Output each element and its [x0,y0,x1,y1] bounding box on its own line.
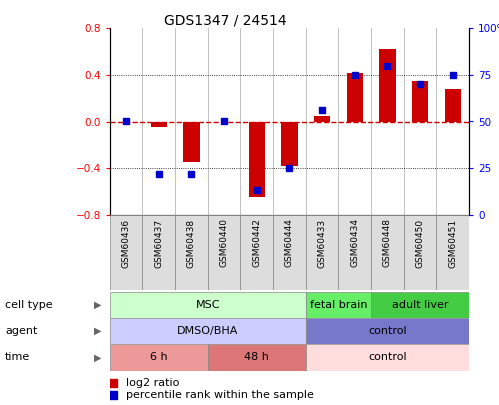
Bar [314,116,330,121]
Bar [412,81,428,122]
Text: GSM60437: GSM60437 [154,218,163,268]
Bar [437,215,469,290]
Text: control: control [368,326,407,336]
Text: control: control [368,352,407,362]
Text: GDS1347 / 24514: GDS1347 / 24514 [164,13,286,27]
Text: GSM60440: GSM60440 [220,218,229,267]
Text: ▶: ▶ [93,300,101,310]
Text: cell type: cell type [5,300,52,310]
Bar [445,89,461,121]
Text: GSM60436: GSM60436 [122,218,131,268]
Bar [208,215,241,290]
Text: ▶: ▶ [93,326,101,336]
Bar [306,292,371,318]
Text: GSM60450: GSM60450 [416,218,425,268]
Bar [183,122,200,162]
Bar [208,344,306,371]
Bar [404,215,437,290]
Text: GSM60448: GSM60448 [383,218,392,267]
Bar [306,215,338,290]
Bar [175,215,208,290]
Bar [306,344,469,371]
Text: time: time [5,352,30,362]
Bar [142,215,175,290]
Bar [371,215,404,290]
Bar [110,318,306,344]
Bar [379,49,396,122]
Bar [281,122,297,166]
Bar [338,215,371,290]
Bar [371,292,469,318]
Text: fetal brain: fetal brain [310,300,367,310]
Bar [110,215,142,290]
Text: GSM60434: GSM60434 [350,218,359,267]
Bar [110,344,208,371]
Text: GSM60442: GSM60442 [252,218,261,267]
Text: log2 ratio: log2 ratio [126,377,179,388]
Text: adult liver: adult liver [392,300,448,310]
Bar [151,122,167,127]
Text: agent: agent [5,326,37,336]
Bar [347,72,363,121]
Text: GSM60451: GSM60451 [448,218,457,268]
Text: GSM60433: GSM60433 [317,218,326,268]
Text: percentile rank within the sample: percentile rank within the sample [126,390,314,400]
Text: GSM60438: GSM60438 [187,218,196,268]
Text: 48 h: 48 h [245,352,269,362]
Text: 6 h: 6 h [150,352,168,362]
Bar [273,215,306,290]
Text: ▶: ▶ [93,352,101,362]
Bar [306,318,469,344]
Text: DMSO/BHA: DMSO/BHA [177,326,239,336]
Text: GSM60444: GSM60444 [285,218,294,267]
Bar [110,292,306,318]
Bar [249,122,265,197]
Bar [241,215,273,290]
Text: MSC: MSC [196,300,220,310]
